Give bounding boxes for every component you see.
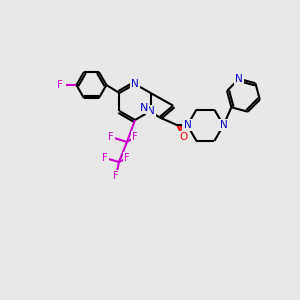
Text: N: N [235,74,243,84]
Text: F: F [124,153,130,163]
Text: N: N [220,120,227,130]
Text: F: F [108,132,114,142]
Text: N: N [147,106,154,116]
Text: F: F [102,153,108,163]
Text: F: F [132,132,138,142]
Text: F: F [113,171,119,181]
Text: O: O [179,132,188,142]
Text: F: F [58,80,63,90]
Text: N: N [184,120,191,130]
Text: N: N [140,103,148,113]
Text: N: N [131,79,139,89]
